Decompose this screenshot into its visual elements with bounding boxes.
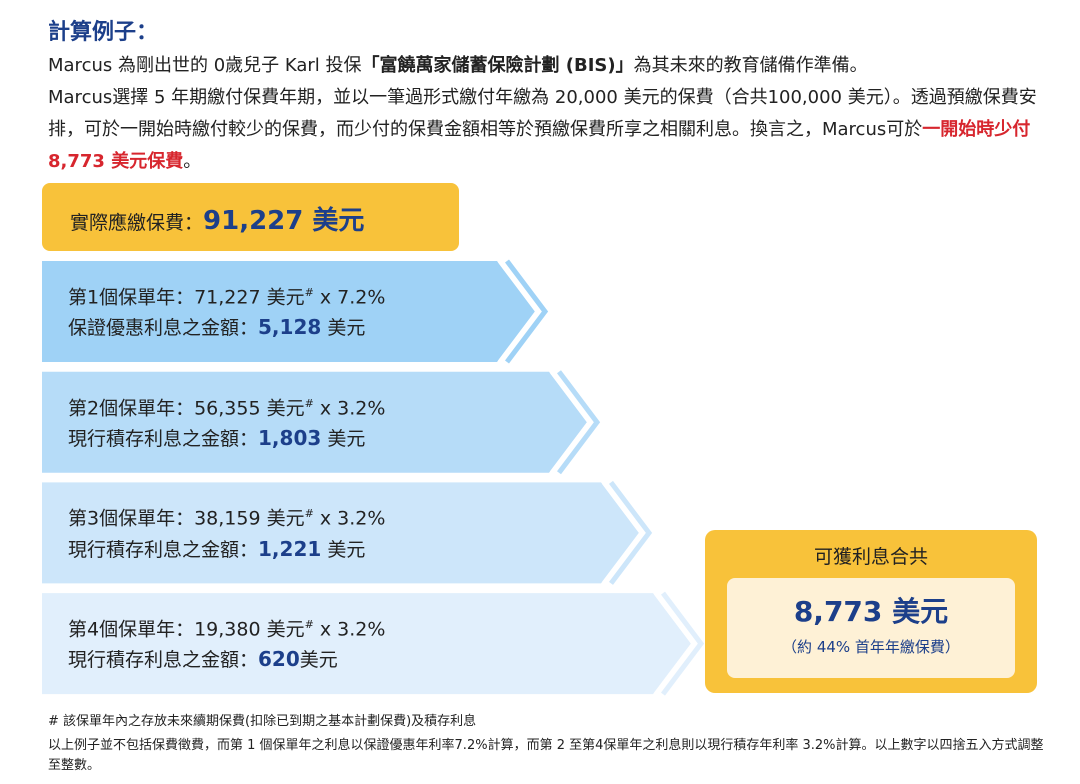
total-inner	[727, 578, 1015, 678]
chevron	[661, 591, 705, 696]
total-note: （約 44% 首年年繳保費）	[782, 638, 960, 656]
footnote: 以上例子並不包括保費徵費，而第 1 個保單年之利息以保證優惠年利率7.2%計算，…	[48, 738, 1044, 773]
interest-label: 現行積存利息之金額：	[68, 649, 259, 672]
rate: x 3.2%	[313, 618, 386, 641]
year-text: 第4個保單年：19,380 美元# x 3.2% 現行積存利息之金額：620美元	[68, 610, 385, 675]
unit: 美元	[299, 649, 338, 672]
heading: 第3個保單年：38,159 美元	[68, 507, 305, 530]
heading: 第2個保單年：56,355 美元	[68, 397, 305, 420]
unit: 美元	[321, 538, 366, 561]
rate: x 7.2%	[313, 286, 386, 309]
mark: #	[304, 286, 314, 299]
chevron-gap	[550, 370, 594, 475]
year-interest: 現行積存利息之金額：620美元	[68, 644, 385, 675]
chevron-gap	[498, 259, 542, 364]
intro-text: 一開始時少付 8,773 美元保費	[48, 119, 1031, 172]
interest-label: 保證優惠利息之金額：	[68, 317, 259, 340]
year-interest: 保證優惠利息之金額：5,128 美元	[68, 312, 385, 343]
year-heading: 第2個保單年：56,355 美元# x 3.2%	[68, 389, 385, 423]
unit: 美元	[321, 428, 366, 451]
year-heading: 第4個保單年：19,380 美元# x 3.2%	[68, 610, 385, 644]
intro-text: Marcus選擇 5 年期繳付保費年期，並以一筆過形式繳付年繳為 20,000 …	[48, 87, 1037, 140]
interest-amount: 620	[258, 647, 300, 672]
premium: 實際應繳保費：91,227 美元	[70, 200, 364, 237]
interest-amount: 5,128	[258, 315, 322, 340]
interest-label: 現行積存利息之金額：	[68, 538, 259, 561]
rate: x 3.2%	[313, 507, 386, 530]
intro-text: 「富饒萬家儲蓄保險計劃 (BIS)」	[361, 55, 634, 76]
interest-label: 現行積存利息之金額：	[68, 428, 259, 451]
premium-value: 91,227 美元	[203, 206, 365, 236]
premium-label: 實際應繳保費：	[70, 212, 204, 234]
total-title: 可獲利息合共	[813, 546, 928, 568]
heading: 第1個保單年：71,227 美元	[68, 286, 305, 309]
chevron	[505, 259, 549, 364]
mark: #	[304, 618, 314, 632]
chevron	[557, 370, 601, 475]
year-arrow	[42, 482, 639, 584]
year-interest: 現行積存利息之金額：1,803 美元	[68, 423, 385, 454]
chevron-gap	[602, 480, 646, 585]
mark: #	[304, 396, 314, 410]
year-text: 第3個保單年：38,159 美元# x 3.2% 現行積存利息之金額：1,221 …	[68, 499, 385, 564]
total-amount: 8,773 美元	[793, 595, 949, 628]
interest-amount: 1,221	[258, 536, 322, 561]
rate: x 3.2%	[313, 397, 386, 420]
intro-text: Marcus 為剛出世的 0歲兒子 Karl 投保	[48, 55, 362, 76]
intro-0: Marcus 為剛出世的 0歲兒子 Karl 投保「富饒萬家儲蓄保險計劃 (BI…	[48, 50, 1048, 82]
heading: 第4個保單年：19,380 美元	[68, 618, 305, 641]
premium-box	[42, 183, 459, 251]
intro-1: Marcus選擇 5 年期繳付保費年期，並以一筆過形式繳付年繳為 20,000 …	[48, 82, 1048, 178]
title: 計算例子：	[48, 20, 159, 45]
intro-text: 。	[183, 151, 202, 172]
year-arrow	[42, 371, 587, 473]
footnote: # 該保單年內之存放未來續期保費(扣除已到期之基本計劃保費)及積存利息	[48, 714, 477, 729]
year-interest: 現行積存利息之金額：1,221 美元	[68, 534, 385, 565]
year-arrow	[42, 261, 535, 362]
year-text: 第2個保單年：56,355 美元# x 3.2% 現行積存利息之金額：1,803 …	[68, 389, 385, 454]
chevron	[609, 480, 653, 585]
arrows	[42, 259, 705, 696]
year-heading: 第1個保單年：71,227 美元# x 7.2%	[68, 278, 385, 312]
chevron-gap	[654, 591, 698, 696]
intro-text: 為其未來的教育儲備作準備。	[633, 55, 868, 76]
year-heading: 第3個保單年：38,159 美元# x 3.2%	[68, 499, 385, 533]
year-text: 第1個保單年：71,227 美元# x 7.2% 保證優惠利息之金額：5,128 …	[68, 278, 385, 343]
mark: #	[304, 507, 314, 521]
interest-amount: 1,803	[258, 426, 322, 451]
unit: 美元	[321, 317, 366, 340]
year-arrow	[42, 593, 691, 695]
